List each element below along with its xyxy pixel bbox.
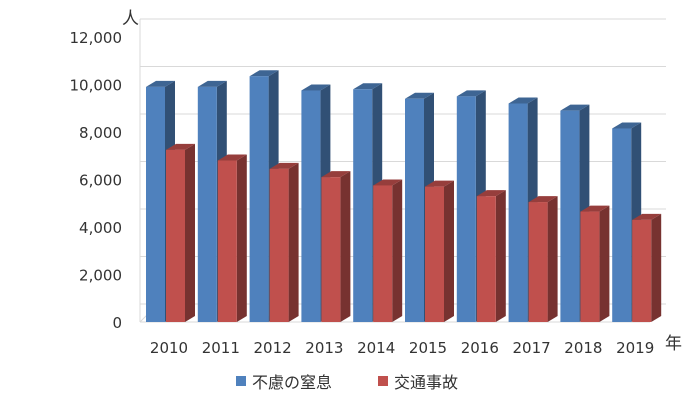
bar-top: [405, 92, 434, 99]
bar-traffic-2019: [632, 213, 662, 322]
bar-traffic-2016: [476, 190, 506, 322]
bar-top: [269, 162, 299, 169]
bar-front: [269, 168, 289, 322]
bar-side: [288, 162, 299, 322]
bar-side: [547, 196, 558, 322]
bar-front: [508, 103, 528, 322]
bar-front: [405, 98, 424, 322]
bar-front: [580, 211, 600, 322]
y-tick-label: 6,000: [79, 172, 122, 190]
bar-traffic-2013: [321, 171, 351, 322]
bar-top: [632, 213, 662, 220]
bars: [146, 70, 662, 322]
x-tick-label: 2015: [409, 339, 447, 357]
bar-top: [528, 196, 558, 203]
bar-front: [612, 128, 632, 322]
bar-traffic-2018: [580, 205, 610, 322]
x-tick-label: 2017: [513, 339, 551, 357]
x-axis-ticks: 2010 2011 2012 2013 2014 2015 2016 2017 2018 2019: [150, 339, 654, 357]
bar-top: [146, 80, 175, 87]
bar-top: [166, 143, 195, 150]
bar-front: [166, 149, 185, 322]
x-tick-label: 2013: [305, 339, 343, 357]
x-tick-label: 2012: [254, 339, 292, 357]
bar-front: [425, 186, 444, 322]
y-tick-label: 2,000: [79, 267, 122, 285]
bar-traffic-2014: [373, 179, 403, 322]
bar-top: [249, 70, 279, 77]
legend-label: 不慮の窒息: [252, 373, 332, 392]
bar-front: [353, 89, 373, 322]
bar-top: [580, 205, 610, 212]
x-tick-label: 2011: [202, 339, 240, 357]
bar-front: [632, 219, 652, 322]
bar-side: [599, 205, 610, 322]
bar-top: [373, 179, 403, 186]
legend-swatch: [236, 376, 246, 386]
bar-side: [651, 213, 662, 322]
x-tick-label: 2018: [564, 339, 602, 357]
y-tick-label: 12,000: [70, 29, 123, 47]
bar-front: [560, 110, 580, 322]
bar-front: [373, 185, 393, 322]
bar-top: [476, 190, 506, 197]
bar-top: [456, 90, 486, 97]
y-axis-ticks: 0 2,000 4,000 6,000 8,000 10,000 12,000: [70, 29, 123, 332]
bar-top: [353, 83, 383, 90]
y-tick-label: 0: [112, 314, 122, 332]
y-axis-unit-label: 人: [122, 9, 139, 29]
bar-side: [444, 180, 454, 322]
bar-top: [321, 171, 351, 178]
bar-top: [301, 84, 331, 91]
bar-front: [217, 160, 237, 322]
bar-traffic-2015: [425, 180, 454, 322]
bar-top: [217, 154, 247, 161]
bar-front: [197, 86, 217, 322]
y-tick-label: 8,000: [79, 124, 122, 142]
x-axis-unit-label: 年: [665, 334, 682, 354]
bar-top: [612, 122, 642, 129]
y-tick-label: 10,000: [70, 77, 123, 95]
bar-traffic-2017: [528, 196, 558, 322]
bar-traffic-2012: [269, 162, 299, 322]
bar-front: [528, 202, 548, 322]
legend-item-traffic: 交通事故: [378, 373, 458, 392]
bar-top: [425, 180, 454, 187]
y-tick-label: 4,000: [79, 219, 122, 237]
legend-item-suffocation: 不慮の窒息: [236, 373, 332, 392]
x-tick-label: 2016: [461, 339, 499, 357]
bar-traffic-2011: [217, 154, 247, 322]
bar-side: [495, 190, 506, 322]
bar-top: [197, 80, 227, 87]
bar-top: [508, 97, 538, 104]
legend: 不慮の窒息 交通事故: [236, 373, 458, 392]
bar-side: [340, 171, 351, 322]
bar-side: [392, 179, 403, 322]
x-tick-label: 2014: [357, 339, 395, 357]
bar-traffic-2010: [166, 143, 195, 322]
legend-label: 交通事故: [394, 373, 458, 392]
bar-front: [456, 96, 476, 322]
bar-front: [321, 177, 341, 322]
bar-side: [185, 143, 195, 322]
bar-top: [560, 104, 590, 111]
bar-side: [236, 154, 247, 322]
legend-swatch: [378, 376, 388, 386]
bar-front: [146, 86, 165, 322]
bar-front: [301, 90, 321, 322]
bar-front: [249, 76, 269, 322]
bar-front: [476, 196, 496, 322]
x-tick-label: 2010: [150, 339, 188, 357]
x-tick-label: 2019: [616, 339, 654, 357]
